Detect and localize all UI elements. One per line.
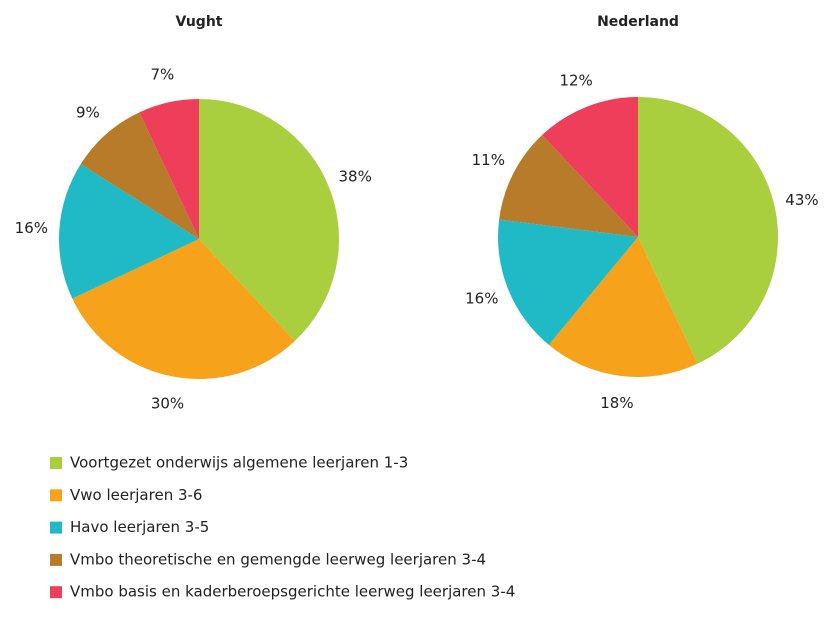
pie-slice bbox=[139, 99, 199, 239]
legend-swatch bbox=[50, 553, 62, 566]
data-label: 43% bbox=[785, 191, 818, 209]
pie-slice bbox=[80, 112, 199, 239]
pie-slice bbox=[638, 97, 779, 364]
data-label: 12% bbox=[559, 71, 592, 89]
legend-swatch bbox=[50, 586, 62, 599]
pie-slice bbox=[542, 97, 638, 237]
pie-slice bbox=[72, 239, 295, 379]
pie-slice bbox=[59, 163, 199, 299]
legend-swatch bbox=[50, 457, 62, 469]
legend-label: Vmbo theoretische en gemengde leerweg le… bbox=[70, 550, 486, 568]
legend-label: Vmbo basis en kaderberoepsgerichte leerw… bbox=[70, 583, 515, 601]
pie-slice bbox=[548, 237, 698, 377]
pie-slice bbox=[199, 99, 340, 342]
legend-label: Vwo leerjaren 3-6 bbox=[70, 486, 202, 504]
legend-label: Voortgezet onderwijs algemene leerjaren … bbox=[70, 454, 408, 472]
data-label: 7% bbox=[150, 66, 174, 84]
data-label: 9% bbox=[76, 103, 100, 121]
chart-title: Nederland bbox=[597, 14, 679, 30]
data-label: 38% bbox=[339, 168, 372, 186]
legend-swatch bbox=[50, 521, 62, 534]
chart-title: Vught bbox=[176, 14, 223, 30]
data-label: 30% bbox=[151, 395, 184, 413]
data-label: 16% bbox=[465, 289, 498, 307]
legend-label: Havo leerjaren 3-5 bbox=[70, 518, 209, 536]
data-label: 11% bbox=[472, 151, 505, 169]
legend-swatch bbox=[50, 489, 62, 502]
data-label: 18% bbox=[600, 394, 633, 412]
pie-slice bbox=[499, 134, 638, 237]
data-label: 16% bbox=[15, 219, 48, 237]
pie-slice bbox=[498, 219, 638, 345]
